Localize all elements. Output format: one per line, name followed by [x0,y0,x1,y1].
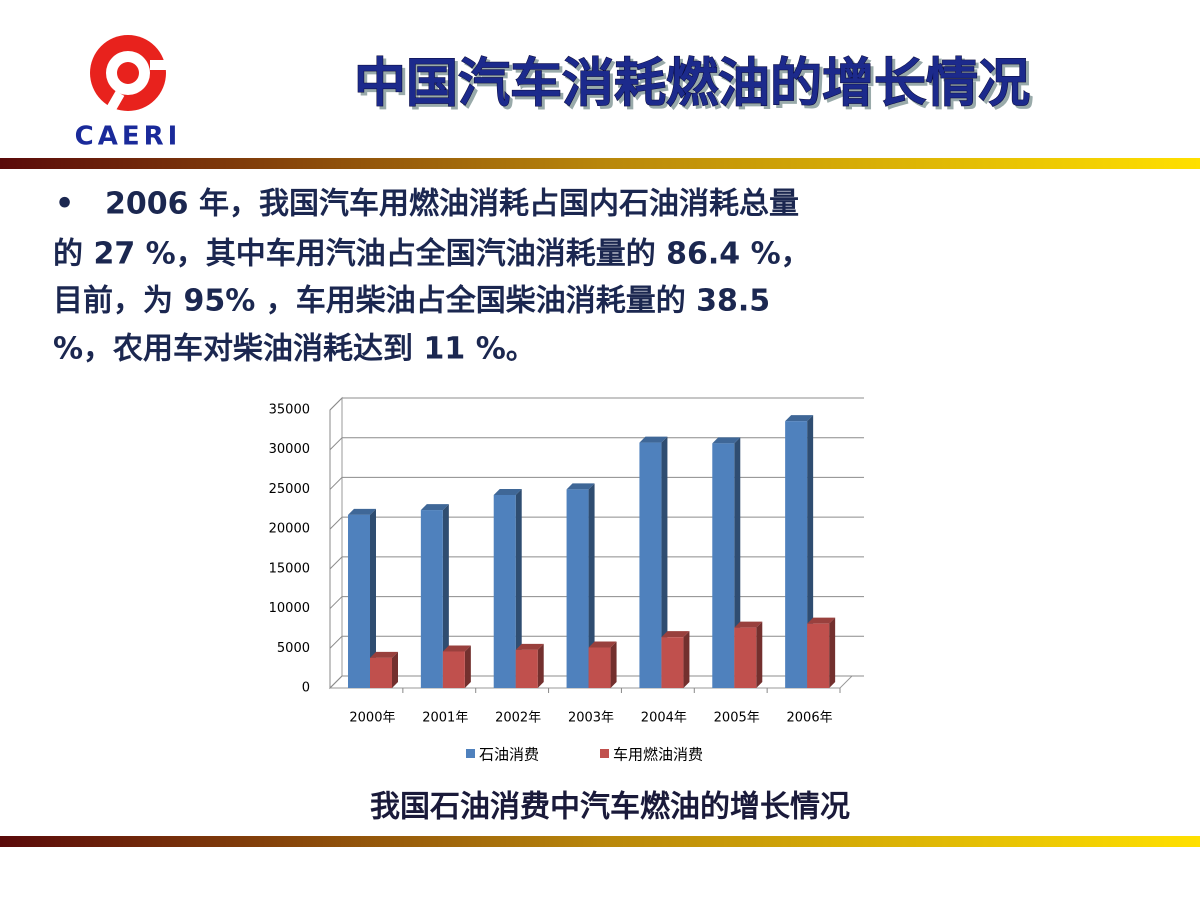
bar [661,637,684,688]
bar-side [370,508,376,688]
x-tick-label: 2005年 [714,711,760,726]
grid-line [329,635,864,649]
y-tick-label: 35000 [269,403,310,418]
legend-label: 石油消费 [479,746,539,764]
body-line: %，农用车对柴油消耗达到 11 %。 [53,332,536,367]
bullet: • [55,187,74,222]
bar-top [588,641,617,648]
bar-top [734,621,763,628]
grid-line [329,476,864,490]
bar-side [588,483,595,688]
legend-swatch [466,749,475,758]
grid-line [329,556,864,570]
slide-title: 中国汽车消耗燃油的增长情况 [354,54,1030,114]
back-wall [329,396,343,690]
bar [515,649,538,688]
bar-top [493,488,522,495]
x-tick-label: 2003年 [568,711,614,726]
bar [734,627,757,688]
bar-top [785,415,814,422]
grid-line [329,397,864,411]
top-rule [0,158,1200,169]
bar [566,489,589,688]
grid-line [329,437,864,451]
bar [420,510,443,688]
y-tick-label: 30000 [269,442,310,457]
x-tick-label: 2004年 [641,711,687,726]
bar-top [566,483,595,490]
y-tick-label: 25000 [269,482,310,497]
body-line: 目前，为 95% ，车用柴油占全国柴油消耗量的 38.5 [53,284,770,319]
bar-side [829,617,836,688]
bar-top [442,645,471,652]
bar-top [807,617,836,624]
grid-line [329,596,864,609]
body-line: 的 27 %，其中车用汽油占全国汽油消耗量的 86.4 %， [53,237,811,272]
bar-side [661,436,668,688]
grid-line [329,516,864,530]
y-tick-label: 15000 [269,561,310,576]
x-tick-label: 2006年 [787,711,833,726]
bar-top [515,643,544,650]
bar [588,647,611,688]
bar-side [756,621,763,688]
bar-side [610,641,617,688]
legend-swatch [600,749,609,758]
bar-side [537,643,544,688]
bar [712,443,735,688]
y-tick-label: 0 [302,681,310,696]
bar-side [515,488,522,688]
bar-top [420,504,449,511]
x-tick-label: 2001年 [422,711,468,726]
bar-top [370,651,398,658]
bar-side [392,651,398,688]
y-tick-label: 10000 [269,601,310,616]
chart: 0 5000 10000 15000 20000 25000 30000 35000 2000年… [269,396,864,764]
bar [493,494,516,688]
grid-line [329,675,864,689]
bar-top [712,437,741,444]
legend-label: 车用燃油消费 [613,746,703,764]
bar-top [661,631,690,638]
bar [785,421,808,688]
bar-side [464,645,471,688]
logo-text: CAERI [75,122,182,152]
bar-top [639,436,668,443]
x-tick-label: 2000年 [349,711,395,726]
logo [90,35,170,114]
body-line: 2006 年，我国汽车用燃油消耗占国内石油消耗总量 [105,187,799,222]
bar [348,514,370,688]
bar [639,442,662,688]
bar-side [683,631,690,688]
chart-caption: 我国石油消费中汽车燃油的增长情况 [370,790,850,825]
bar-side [442,504,449,688]
bar [442,651,465,688]
bottom-rule [0,836,1200,847]
y-tick-label: 20000 [269,522,310,537]
x-tick-label: 2002年 [495,711,541,726]
y-tick-label: 5000 [277,641,310,656]
bar [370,657,392,688]
bar-top [348,508,376,515]
bar [807,623,830,688]
